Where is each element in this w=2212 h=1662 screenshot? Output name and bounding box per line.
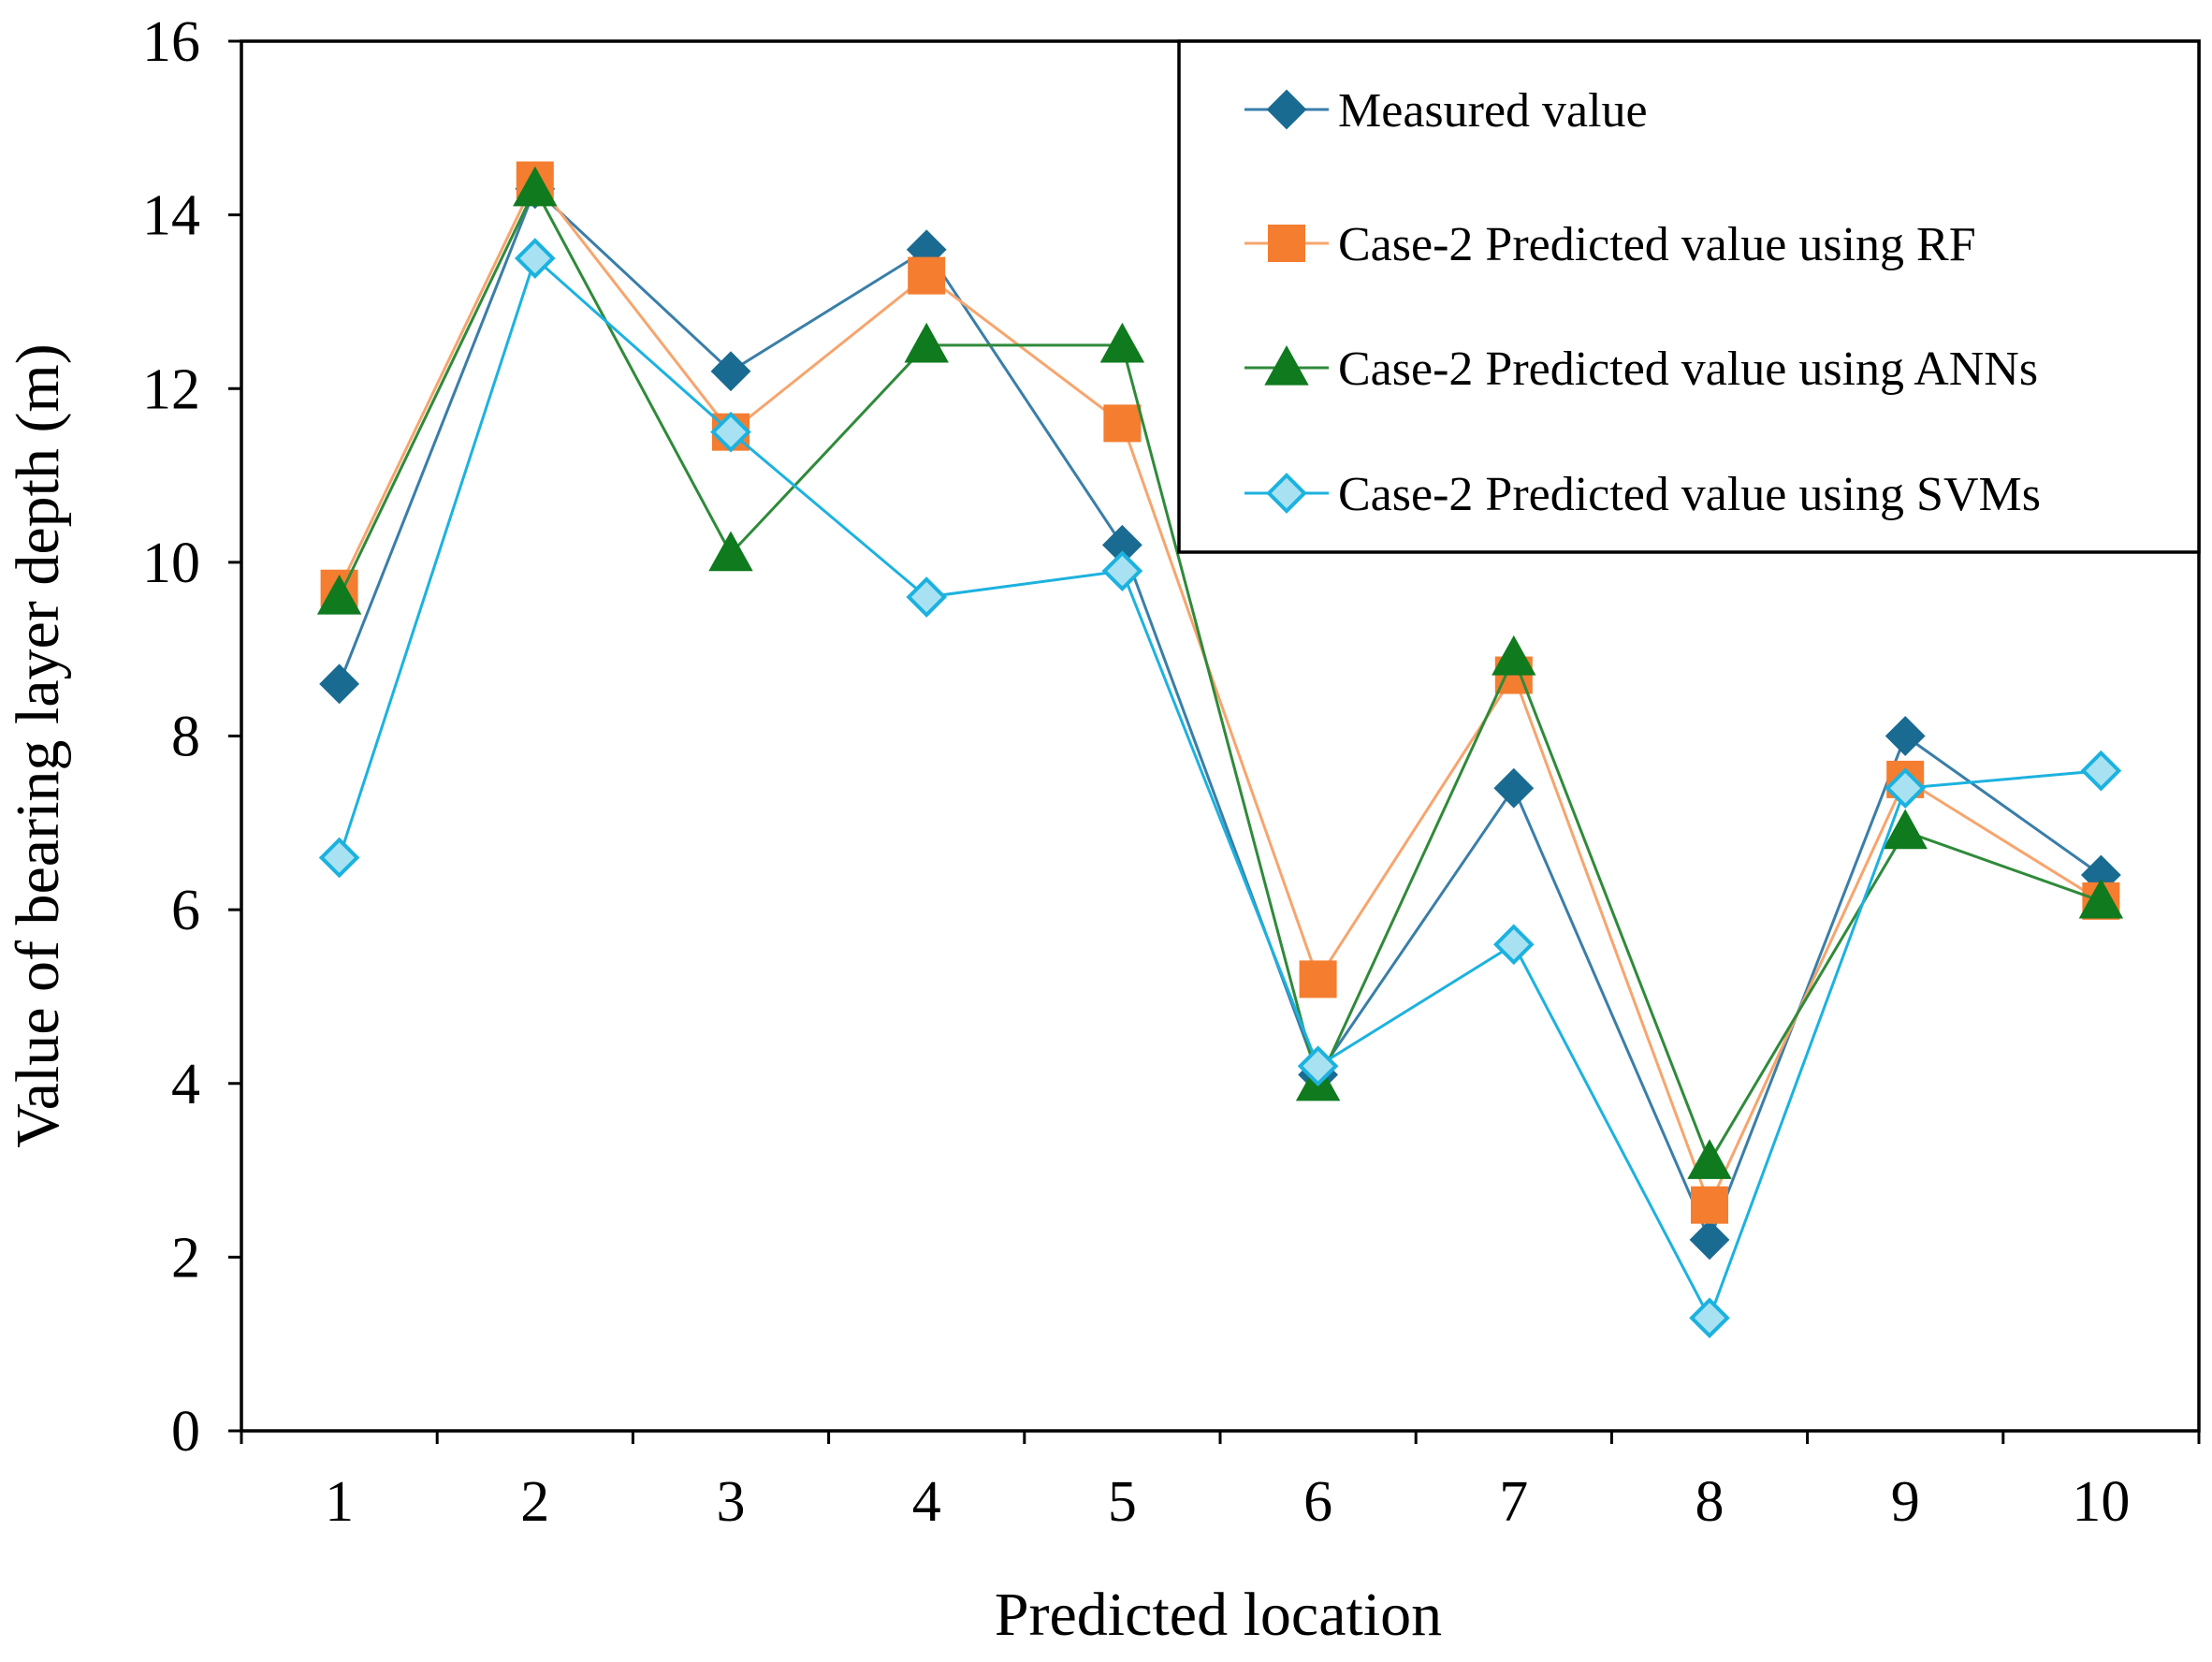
legend-label: Case-2 Predicted value using RF: [1338, 218, 1976, 271]
series-4: [318, 238, 2122, 1339]
data-point: [2080, 750, 2122, 792]
data-point: [1885, 767, 1927, 809]
x-tick-label: 1: [325, 1470, 354, 1534]
data-point: [1493, 767, 1535, 809]
data-point: [906, 576, 948, 618]
y-tick-label: 12: [142, 357, 200, 421]
legend-label: Measured value: [1338, 84, 1648, 138]
series-layer: [316, 161, 2124, 1339]
legend-swatch-marker: [1266, 473, 1307, 514]
legend-box: [1177, 39, 2201, 554]
x-tick-label: 3: [717, 1470, 746, 1534]
data-point: [1689, 1219, 1730, 1261]
data-point: [908, 256, 946, 295]
data-point: [1691, 1186, 1728, 1224]
x-tick-label: 8: [1695, 1470, 1724, 1534]
data-point: [514, 238, 556, 279]
legend-label: Case-2 Predicted value using ANNs: [1338, 343, 2038, 396]
x-tick-label: 9: [1891, 1470, 1920, 1534]
data-point: [1299, 960, 1337, 999]
y-tick-label: 10: [142, 532, 200, 595]
data-point: [1099, 322, 1145, 363]
legend-swatch-marker: [1266, 89, 1307, 130]
y-tick-label: 16: [142, 10, 200, 74]
y-tick-label: 2: [171, 1226, 200, 1290]
y-tick-label: 6: [171, 879, 200, 942]
data-point: [1103, 404, 1142, 443]
legend-item: Case-2 Predicted value using RF: [1244, 218, 1976, 271]
x-tick-label: 7: [1499, 1470, 1528, 1534]
data-point: [1492, 924, 1535, 966]
legend-item: Measured value: [1244, 84, 1648, 138]
legend-swatch-marker: [1268, 225, 1305, 262]
series-line: [338, 186, 2103, 1244]
data-point: [1689, 1297, 1730, 1339]
series-line: [338, 185, 2102, 1165]
data-point: [1883, 809, 1928, 850]
y-tick-label: 14: [142, 184, 200, 248]
data-point: [710, 351, 751, 392]
y-tick-label: 0: [171, 1400, 200, 1464]
legend-swatch-marker: [1264, 344, 1309, 386]
x-tick-label: 5: [1108, 1470, 1137, 1534]
data-point: [318, 837, 360, 879]
data-point: [710, 411, 751, 453]
data-point: [513, 166, 558, 207]
x-tick-label: 10: [2072, 1470, 2130, 1534]
x-tick-label: 6: [1303, 1470, 1332, 1534]
legend-item: Case-2 Predicted value using ANNs: [1244, 343, 2038, 396]
series-line: [338, 255, 2102, 1322]
data-point: [319, 663, 360, 705]
data-point: [1297, 1045, 1339, 1087]
legend-label: Case-2 Predicted value using SVMs: [1338, 468, 2041, 521]
data-point: [2078, 878, 2124, 919]
y-tick-label: 4: [171, 1053, 200, 1116]
data-point: [1687, 1139, 1732, 1179]
x-tick-label: 4: [912, 1470, 941, 1534]
data-point: [1101, 550, 1143, 591]
data-point: [904, 322, 949, 363]
x-tick-label: 2: [520, 1470, 549, 1534]
y-axis-title: Value of bearing layer depth (m): [4, 343, 72, 1147]
data-point: [1885, 716, 1926, 756]
y-axis-ticks: 0 2 4 6 8 10 12 14 16: [142, 10, 241, 1464]
x-axis-title: Predicted location: [995, 1581, 1442, 1649]
legend-item: Case-2 Predicted value using SVMs: [1244, 468, 2041, 521]
series-line: [338, 177, 2103, 1209]
legend: Measured value Case-2 Predicted value usi…: [1177, 39, 2201, 554]
data-point: [708, 531, 753, 572]
data-point: [1492, 634, 1536, 676]
y-tick-label: 8: [171, 706, 200, 769]
x-axis-ticks: 1 2 3 4 5 6 7 8 9 10: [240, 1431, 2201, 1534]
data-point: [316, 574, 362, 615]
